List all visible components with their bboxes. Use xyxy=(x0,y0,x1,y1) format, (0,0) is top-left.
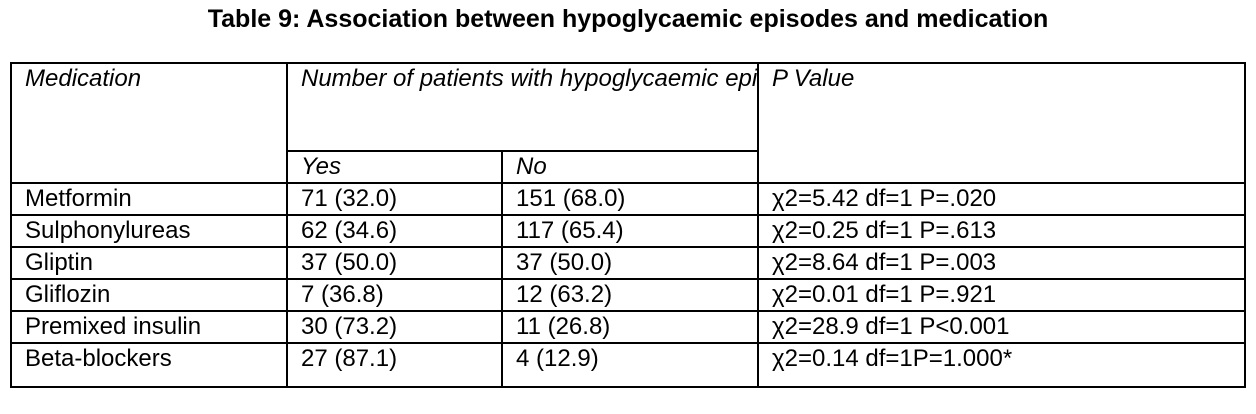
cell-medication: Gliptin xyxy=(10,246,288,280)
table-row: Beta-blockers 27 (87.1) 4 (12.9) χ2=0.14… xyxy=(10,342,1247,388)
header-no: No xyxy=(500,150,760,184)
cell-p-value: χ2=0.14 df=1P=1.000* xyxy=(757,342,1247,388)
table-row: Gliflozin 7 (36.8) 12 (63.2) χ2=0.01 df=… xyxy=(10,278,1247,312)
cell-p-value: χ2=5.42 df=1 P=.020 xyxy=(757,182,1247,216)
cell-p-value: χ2=8.64 df=1 P=.003 xyxy=(757,246,1247,280)
cell-p-value: χ2=0.25 df=1 P=.613 xyxy=(757,214,1247,248)
cell-yes: 71 (32.0) xyxy=(286,182,503,216)
cell-yes: 62 (34.6) xyxy=(286,214,503,248)
cell-medication: Gliflozin xyxy=(10,278,288,312)
cell-yes: 30 (73.2) xyxy=(286,310,503,344)
cell-medication: Beta-blockers xyxy=(10,342,288,388)
header-medication: Medication xyxy=(10,62,288,184)
cell-no: 37 (50.0) xyxy=(500,246,760,280)
cell-medication: Sulphonylureas xyxy=(10,214,288,248)
cell-yes: 7 (36.8) xyxy=(286,278,503,312)
cell-no: 4 (12.9) xyxy=(500,342,760,388)
header-p-value: P Value xyxy=(757,62,1247,184)
header-number-of-patients: Number of patients with hypoglycaemic ep… xyxy=(285,62,760,152)
table-row: Gliptin 37 (50.0) 37 (50.0) χ2=8.64 df=1… xyxy=(10,246,1247,280)
header-yes: Yes xyxy=(286,150,503,184)
cell-no: 11 (26.8) xyxy=(500,310,760,344)
cell-no: 117 (65.4) xyxy=(500,214,760,248)
cell-yes: 27 (87.1) xyxy=(286,342,503,388)
cell-medication: Premixed insulin xyxy=(10,310,288,344)
medication-association-table: Medication Number of patients with hypog… xyxy=(10,62,1247,388)
cell-no: 151 (68.0) xyxy=(500,182,760,216)
table-title: Table 9: Association between hypoglycaem… xyxy=(207,5,1049,33)
cell-p-value: χ2=0.01 df=1 P=.921 xyxy=(757,278,1247,312)
cell-medication: Metformin xyxy=(10,182,288,216)
table-row: Sulphonylureas 62 (34.6) 117 (65.4) χ2=0… xyxy=(10,214,1247,248)
cell-no: 12 (63.2) xyxy=(500,278,760,312)
cell-p-value: χ2=28.9 df=1 P<0.001 xyxy=(757,310,1247,344)
cell-yes: 37 (50.0) xyxy=(286,246,503,280)
table-row: Premixed insulin 30 (73.2) 11 (26.8) χ2=… xyxy=(10,310,1247,344)
table-row: Metformin 71 (32.0) 151 (68.0) χ2=5.42 d… xyxy=(10,182,1247,216)
